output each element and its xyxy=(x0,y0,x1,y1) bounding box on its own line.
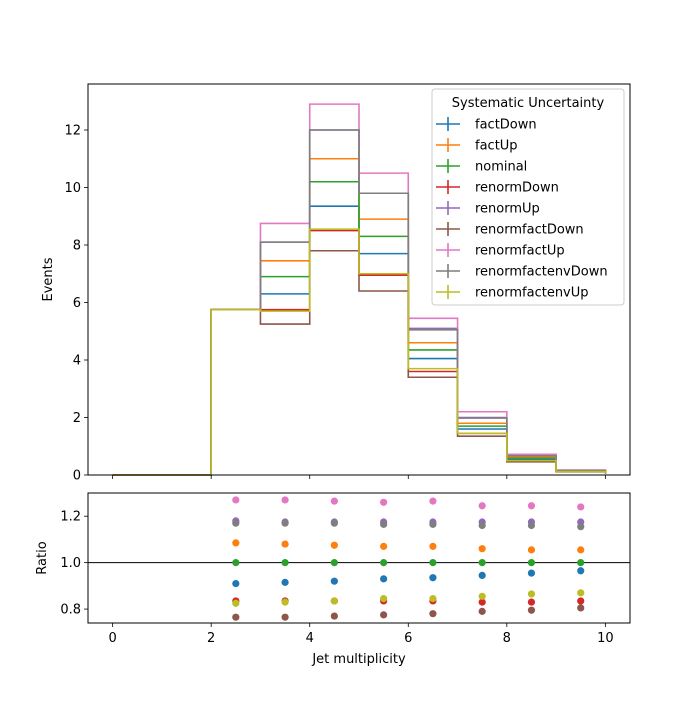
ratio-point-renormDown xyxy=(527,598,536,606)
legend-label-renormfactDown: renormfactDown xyxy=(475,223,584,238)
x-axis-label: Jet multiplicity xyxy=(311,652,406,667)
ratio-point-renormfactenvUp xyxy=(330,597,338,605)
legend-label-factUp: factUp xyxy=(475,139,518,154)
step-histograms xyxy=(112,103,607,476)
legend-label-renormfactUp: renormfactUp xyxy=(475,244,565,259)
ratio-point-renormfactUp xyxy=(232,496,240,504)
ratio-point-factDown xyxy=(380,575,388,583)
ratio-point-nominal xyxy=(577,559,585,567)
ratio-point-renormfactenvUp xyxy=(232,599,240,607)
ratio-point-renormfactenvUp xyxy=(577,589,585,597)
ratio-point-factUp xyxy=(232,539,240,547)
ratio-y-tick-label: 0.8 xyxy=(60,603,81,618)
legend-box xyxy=(431,88,625,306)
ratio-point-nominal xyxy=(330,559,338,567)
main-y-tick-label: 12 xyxy=(64,124,81,139)
ratio-point-factUp xyxy=(330,541,338,549)
main-y-tick-label: 8 xyxy=(73,239,81,254)
legend-label-renormfactenvDown: renormfactenvDown xyxy=(475,265,608,280)
ratio-point-renormfactDown xyxy=(429,610,437,618)
ratio-point-renormfactUp xyxy=(478,502,486,510)
ratio-x-tick-label: 6 xyxy=(404,631,412,646)
ratio-x-tick-label: 8 xyxy=(503,631,511,646)
ratio-point-renormfactenvUp xyxy=(527,590,536,598)
ratio-point-renormfactUp xyxy=(429,497,437,505)
ratio-point-factUp xyxy=(577,546,585,554)
ratio-point-renormfactDown xyxy=(527,606,536,614)
ratio-point-renormfactUp xyxy=(330,497,338,505)
ratio-point-renormfactenvUp xyxy=(281,598,289,606)
ratio-point-renormfactenvUp xyxy=(429,595,437,603)
ratio-point-renormfactenvDown xyxy=(281,519,289,527)
series-line-renormfactenvUp xyxy=(112,228,607,476)
ratio-point-nominal xyxy=(527,559,536,567)
ratio-point-renormfactUp xyxy=(281,496,289,504)
ratio-point-renormfactenvDown xyxy=(232,519,240,527)
main-y-axis-label: Events xyxy=(41,257,56,301)
main-y-tick-label: 6 xyxy=(73,296,81,311)
ratio-point-factDown xyxy=(281,578,289,586)
ratio-point-factDown xyxy=(478,571,486,580)
ratio-point-nominal xyxy=(281,559,289,567)
ratio-point-renormfactenvDown xyxy=(527,521,536,530)
ratio-point-factDown xyxy=(577,567,585,575)
main-y-tick-label: 10 xyxy=(64,181,81,196)
ratio-axes-frame xyxy=(87,492,631,624)
ratio-x-tick-label: 2 xyxy=(207,631,215,646)
ratio-plot: 0 2 4 6 8 10 0.8 1.0 1.2 Ratio Jet multiplicity xyxy=(35,492,631,667)
ratio-point-renormfactenvDown xyxy=(380,520,388,528)
ratio-x-tick-label: 10 xyxy=(597,631,614,646)
ratio-x-tick-label: 4 xyxy=(306,631,314,646)
legend-label-factDown: factDown xyxy=(475,118,537,133)
legend: Systematic Uncertainty factDown factUp nomi… xyxy=(431,88,625,306)
ratio-point-renormfactenvDown xyxy=(330,519,338,527)
ratio-point-renormDown xyxy=(478,598,486,606)
ratio-y-tick-label: 1.2 xyxy=(60,510,81,525)
ratio-point-renormfactDown xyxy=(478,607,486,615)
ratio-point-renormfactUp xyxy=(380,498,388,506)
ratio-point-renormfactDown xyxy=(330,612,338,620)
ratio-point-renormfactUp xyxy=(577,503,585,511)
ratio-y-axis-label: Ratio xyxy=(35,541,50,574)
ratio-point-renormfactenvDown xyxy=(577,523,585,531)
main-axes-frame xyxy=(87,83,631,476)
ratio-point-nominal xyxy=(429,559,437,567)
ratio-y-tick-label: 1.0 xyxy=(60,556,81,571)
main-y-tick-label: 2 xyxy=(73,411,81,426)
legend-label-renormDown: renormDown xyxy=(475,181,559,196)
ratio-point-factUp xyxy=(527,546,536,554)
ratio-point-renormfactenvUp xyxy=(478,592,486,600)
ratio-point-renormfactDown xyxy=(380,611,388,619)
main-y-tick-label: 0 xyxy=(73,469,81,484)
ratio-point-renormfactenvDown xyxy=(478,521,486,530)
legend-label-renormUp: renormUp xyxy=(475,202,540,217)
main-y-tick-label: 4 xyxy=(73,354,81,369)
ratio-x-tick-label: 0 xyxy=(108,631,116,646)
ratio-point-factDown xyxy=(527,569,536,577)
ratio-point-renormDown xyxy=(577,597,585,605)
ratio-point-factDown xyxy=(429,574,437,582)
legend-title: Systematic Uncertainty xyxy=(452,96,605,111)
ratio-point-factUp xyxy=(429,542,437,550)
ratio-point-renormfactDown xyxy=(232,613,240,621)
legend-label-nominal: nominal xyxy=(475,160,527,175)
legend-label-renormfactenvUp: renormfactenvUp xyxy=(475,286,589,301)
ratio-point-factUp xyxy=(380,542,388,550)
ratio-point-nominal xyxy=(478,559,486,567)
ratio-points xyxy=(232,496,585,621)
ratio-point-factUp xyxy=(478,545,486,553)
ratio-point-factDown xyxy=(232,579,240,588)
ratio-point-renormfactDown xyxy=(281,613,289,621)
ratio-point-renormfactenvUp xyxy=(380,595,388,603)
ratio-point-renormfactUp xyxy=(527,502,536,510)
ratio-point-renormfactDown xyxy=(577,604,585,612)
ratio-point-nominal xyxy=(232,559,240,567)
ratio-point-factDown xyxy=(330,577,338,585)
ratio-point-factUp xyxy=(281,540,289,548)
ratio-point-nominal xyxy=(380,559,388,567)
main-plot: 0 2 4 6 8 10 12 Events Systematic Uncertainty fac… xyxy=(41,83,631,484)
ratio-point-renormfactenvDown xyxy=(429,520,437,528)
